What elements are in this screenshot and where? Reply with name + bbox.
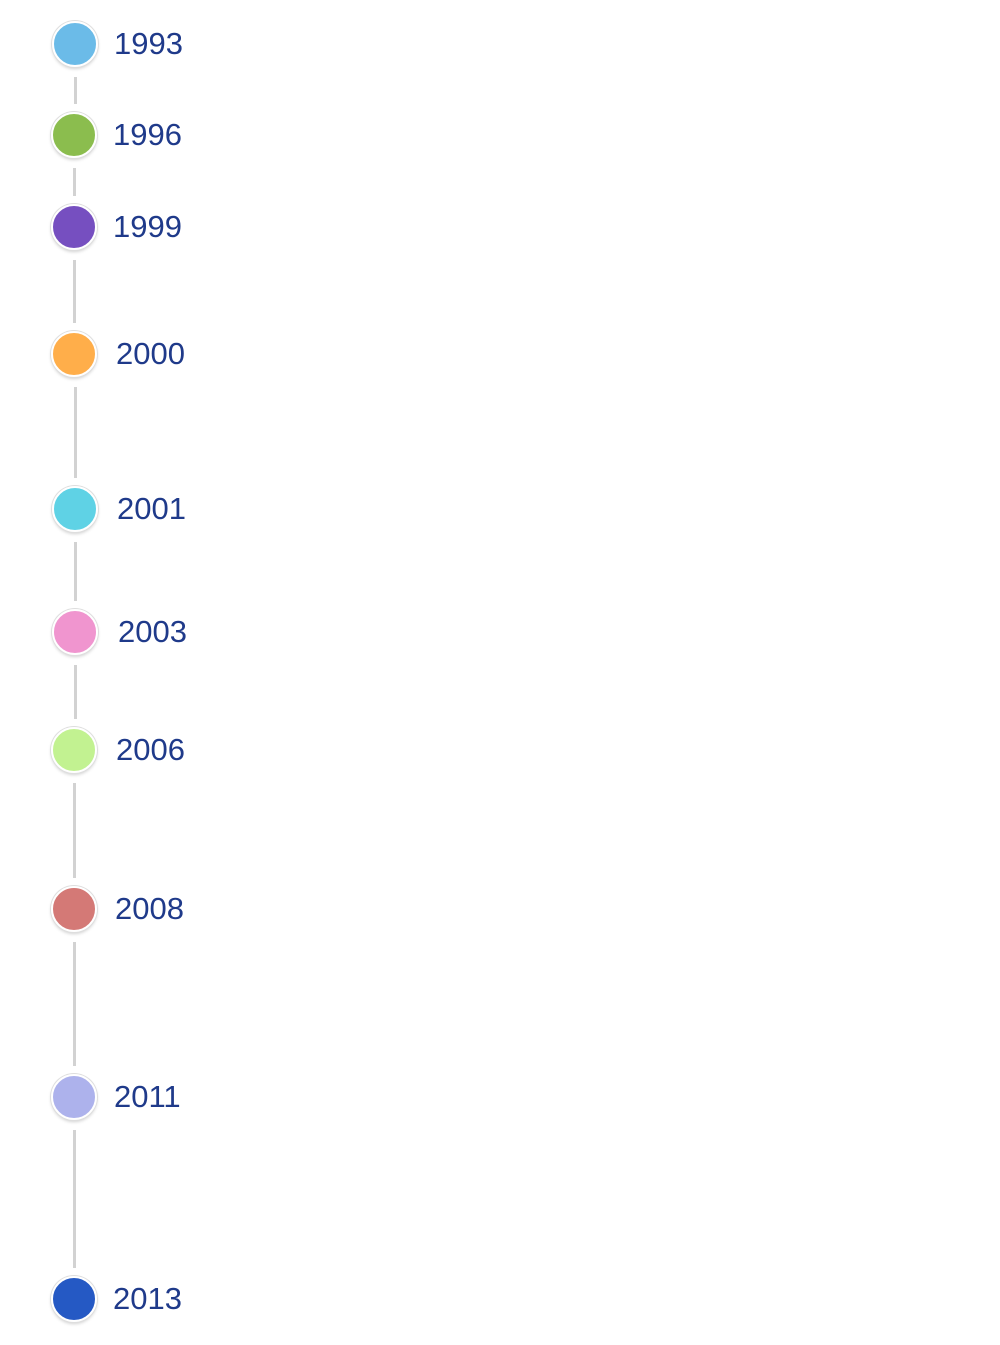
timeline-connector: [73, 168, 76, 196]
timeline-year-label: 2011: [114, 1079, 181, 1114]
timeline-dot-2001: [52, 486, 98, 532]
timeline-dot-2006: [51, 727, 97, 773]
timeline-connector: [74, 665, 77, 719]
timeline-year-label: 2001: [117, 491, 186, 526]
timeline-dot-1999: [51, 204, 97, 250]
timeline-dot-1993: [52, 21, 98, 67]
timeline-year-label: 2000: [116, 336, 185, 371]
timeline-year-label: 2008: [115, 891, 184, 926]
timeline-year-label: 1999: [113, 209, 182, 244]
timeline-dot-2008: [51, 886, 97, 932]
timeline-year-label: 2006: [116, 732, 185, 767]
timeline-year-label: 2003: [118, 614, 187, 649]
timeline-connector: [73, 783, 76, 878]
timeline-dot-2003: [52, 609, 98, 655]
timeline-connector: [74, 387, 77, 478]
timeline-dot-2000: [51, 331, 97, 377]
timeline-year-label: 2013: [113, 1281, 182, 1316]
timeline-year-label: 1993: [114, 26, 183, 61]
timeline-dot-2013: [51, 1276, 97, 1322]
timeline-dot-2011: [51, 1074, 97, 1120]
timeline-dot-1996: [51, 112, 97, 158]
timeline-connector: [73, 1130, 76, 1268]
timeline-connector: [73, 942, 76, 1066]
timeline-connector: [74, 542, 77, 601]
timeline-year-label: 1996: [113, 117, 182, 152]
timeline-connector: [74, 77, 77, 104]
timeline-connector: [73, 260, 76, 323]
